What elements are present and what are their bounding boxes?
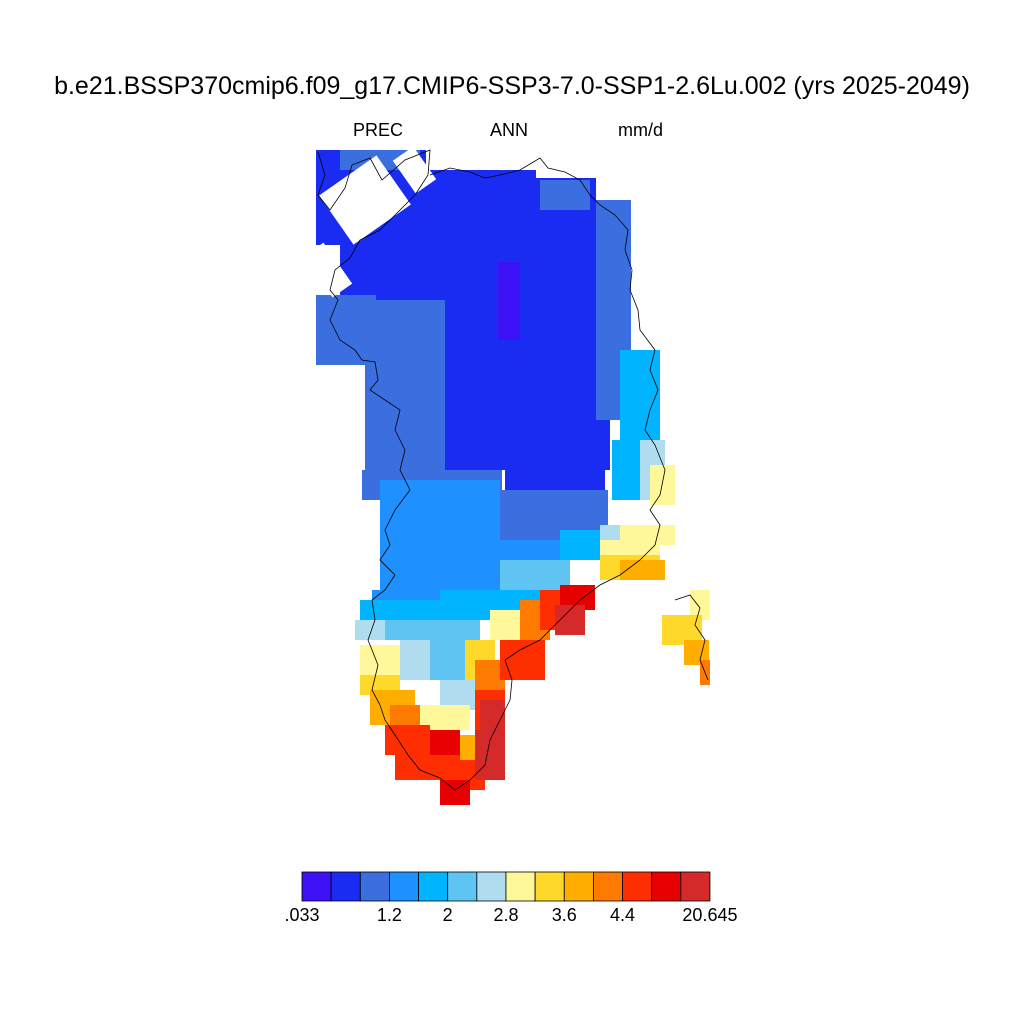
map-cells xyxy=(303,146,710,805)
colorbar-swatch xyxy=(622,871,653,902)
map-cell xyxy=(500,640,545,680)
map-cell xyxy=(360,645,400,675)
map-cell xyxy=(480,700,505,730)
colorbar-swatch xyxy=(301,871,332,902)
colorbar-swatch xyxy=(359,871,390,902)
colorbar-swatch xyxy=(389,871,419,902)
map-cell xyxy=(395,755,460,780)
colorbar-swatch xyxy=(505,871,536,902)
colorbar-swatch xyxy=(593,871,623,902)
colorbar-swatch xyxy=(418,871,449,902)
map-cell xyxy=(650,465,675,505)
variable-label: PREC xyxy=(353,120,404,140)
units-label: mm/d xyxy=(618,120,663,140)
map-cell xyxy=(620,525,675,545)
map-cell xyxy=(385,725,430,755)
coastline xyxy=(317,149,709,791)
map-cell xyxy=(620,560,665,580)
sea-gap xyxy=(392,146,437,194)
map-cell xyxy=(500,560,570,590)
map-cell xyxy=(380,620,480,640)
plot-title: b.e21.BSSP370cmip6.f09_g17.CMIP6-SSP3-7.… xyxy=(54,72,970,100)
colorbar-tick-label: 2 xyxy=(442,905,453,925)
map-cell xyxy=(540,180,590,210)
colorbar-tick-label: .033 xyxy=(284,905,320,925)
colorbar-swatch xyxy=(563,871,594,902)
colorbar-swatch xyxy=(330,871,361,902)
season-label: ANN xyxy=(490,120,529,140)
map-cell xyxy=(355,620,385,640)
map-cell xyxy=(690,590,710,620)
colorbar xyxy=(301,871,711,902)
colorbar-swatch xyxy=(534,871,565,902)
colorbar-tick-label: 3.6 xyxy=(551,905,577,925)
sea-gap xyxy=(303,242,353,298)
map-cell xyxy=(400,640,430,680)
sea-gap xyxy=(319,155,411,245)
greenland-coastline xyxy=(317,149,666,791)
map-cell xyxy=(475,730,505,780)
colorbar-tick-label: 2.8 xyxy=(493,905,519,925)
map-cell xyxy=(380,480,500,590)
map-cell xyxy=(440,360,610,470)
colorbar-swatch xyxy=(447,871,478,902)
colorbar-swatch xyxy=(680,871,711,902)
colorbar-swatch xyxy=(476,871,507,902)
colorbar-tick-label: 20.645 xyxy=(682,905,738,925)
island-coastline xyxy=(674,594,709,681)
map-cell xyxy=(498,262,520,340)
map-cell xyxy=(430,730,460,755)
colorbar-tick-label: 4.4 xyxy=(610,905,636,925)
map-cell xyxy=(365,300,445,480)
colorbar-swatch xyxy=(651,871,682,902)
map-cell xyxy=(440,780,470,805)
colorbar-tick-label: 1.2 xyxy=(376,905,402,925)
